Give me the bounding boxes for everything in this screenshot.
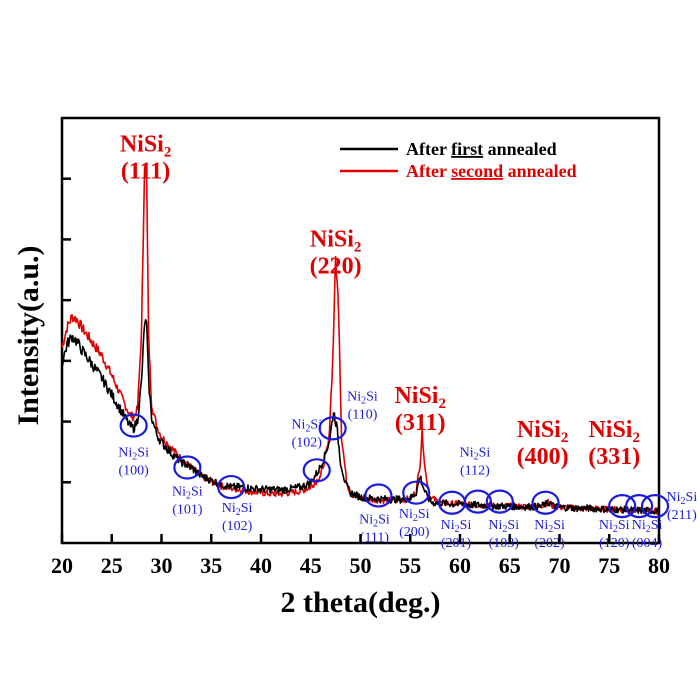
ni2si-label: Ni2Si	[347, 389, 378, 406]
ni2si-label: Ni2Si	[667, 490, 698, 507]
ni2si-hkl-label: (111)	[360, 530, 390, 545]
ni2si-hkl-label: (100)	[118, 463, 149, 478]
ni2si-label: Ni2Si	[599, 518, 630, 535]
legend-entry: After second annealed	[406, 161, 577, 181]
series-line-first-annealed	[61, 319, 660, 515]
ni2si-label: Ni2Si	[172, 484, 203, 501]
ni2si-label: Ni2Si	[460, 445, 491, 462]
ni2si-label: Ni2Si	[399, 507, 430, 524]
ni2si-hkl-label: (004)	[632, 536, 663, 551]
ni2si-hkl-label: (103)	[489, 536, 520, 551]
legend-entry: After first annealed	[406, 139, 557, 159]
x-tick-label: 70	[549, 553, 571, 578]
ni2si-circle-marker	[531, 490, 560, 515]
x-tick-label: 60	[449, 553, 471, 578]
nisi2-hkl-label: (311)	[395, 410, 446, 436]
x-tick-label: 35	[200, 553, 222, 578]
x-tick-label: 65	[499, 553, 521, 578]
x-tick-label: 20	[51, 553, 73, 578]
ni2si-circle-marker	[402, 480, 431, 505]
ni2si-label: Ni2Si	[441, 518, 472, 535]
axis-layer: 20 25 30 35 40 45 50 55 60 65 70 75 80 2 theta(deg.) I…	[12, 177, 670, 619]
ni2si-hkl-label: (112)	[460, 463, 490, 478]
x-tick-label: 55	[399, 553, 421, 578]
nisi2-peak-label: NiSi2	[588, 417, 640, 446]
ni2si-circle-marker	[119, 413, 148, 438]
x-tick-label: 40	[250, 553, 272, 578]
ni2si-label: Ni2Si	[632, 518, 663, 535]
nisi2-hkl-label: (111)	[121, 159, 170, 185]
ni2si-hkl-label: (201)	[441, 536, 472, 551]
ni2si-circle-marker	[302, 458, 331, 483]
ni2si-label: Ni2Si	[118, 445, 149, 462]
ni2si-label: Ni2Si	[291, 417, 322, 434]
ni2si-hkl-label: (211)	[667, 508, 697, 523]
x-axis-title: 2 theta(deg.)	[281, 586, 441, 619]
nisi2-hkl-label: (400)	[517, 444, 569, 470]
series-line-second-annealed	[61, 164, 660, 515]
x-tick-label: 25	[101, 553, 123, 578]
ni2si-marker-layer: Ni2Si(100)Ni2Si(101) Ni2Si(102)Ni2Si(102)…	[118, 389, 697, 551]
ni2si-hkl-label: (120)	[599, 536, 630, 551]
x-tick-label: 50	[350, 553, 372, 578]
ni2si-hkl-label: (102)	[222, 519, 253, 534]
ni2si-hkl-label: (202)	[534, 536, 565, 551]
ni2si-hkl-label: (200)	[399, 525, 430, 540]
x-tick-label: 75	[598, 553, 620, 578]
ni2si-circle-marker	[463, 489, 493, 514]
ni2si-circle-marker	[364, 483, 393, 508]
ni2si-circle-marker	[173, 455, 202, 480]
nisi2-hkl-label: (220)	[310, 254, 362, 280]
nisi2-peak-label: NiSi2	[394, 383, 446, 412]
ni2si-circle-marker	[318, 416, 347, 441]
ni2si-label: Ni2Si	[534, 518, 565, 535]
nisi2-peak-label: NiSi2	[120, 132, 172, 161]
nisi2-hkl-label: (331)	[588, 444, 640, 470]
y-axis-title: Intensity(a.u.)	[12, 245, 45, 425]
ni2si-circle-marker	[640, 493, 670, 519]
ni2si-hkl-label: (110)	[348, 407, 378, 422]
ni2si-circle-marker	[608, 493, 637, 519]
nisi2-peak-label: NiSi2	[517, 417, 569, 446]
ni2si-circle-marker	[217, 474, 246, 500]
x-tick-label: 30	[151, 553, 173, 578]
nisi2-peak-label: NiSi2	[310, 227, 362, 256]
ni2si-hkl-label: (102)	[292, 435, 323, 450]
peak-label-layer: NiSi2(111)NiSi2(220)NiSi2(311) NiSi2(400)…	[120, 132, 640, 470]
ni2si-circle-marker	[624, 493, 654, 519]
x-tick-label: 80	[648, 553, 670, 578]
ni2si-hkl-label: (101)	[172, 502, 203, 517]
ni2si-circle-marker	[485, 489, 514, 514]
ni2si-label: Ni2Si	[359, 512, 390, 529]
series-layer	[61, 164, 660, 515]
ni2si-label: Ni2Si	[222, 501, 253, 518]
x-tick-label: 45	[300, 553, 322, 578]
ni2si-label: Ni2Si	[488, 518, 519, 535]
